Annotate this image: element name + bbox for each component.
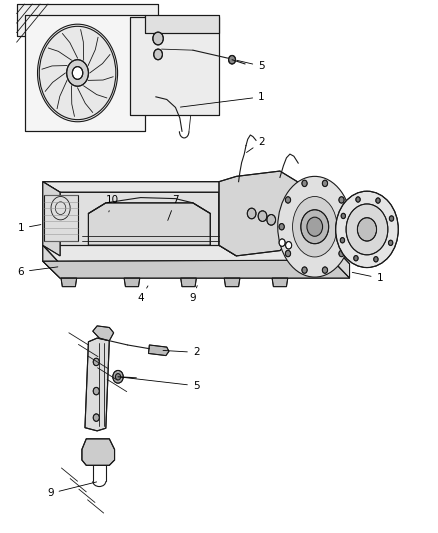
Circle shape [279, 239, 285, 246]
Polygon shape [93, 326, 114, 341]
Text: 5: 5 [237, 60, 265, 71]
Circle shape [93, 414, 99, 421]
Circle shape [322, 267, 328, 273]
Circle shape [286, 197, 290, 203]
Circle shape [154, 49, 162, 60]
Text: 7: 7 [168, 195, 179, 221]
Circle shape [354, 255, 358, 261]
Circle shape [267, 215, 276, 225]
Polygon shape [43, 245, 60, 278]
Text: 9: 9 [190, 286, 197, 303]
Polygon shape [82, 439, 115, 465]
Polygon shape [224, 278, 240, 287]
Circle shape [339, 197, 344, 203]
Circle shape [279, 223, 284, 230]
Text: 9: 9 [47, 482, 97, 498]
Circle shape [286, 241, 292, 249]
Text: 1: 1 [352, 272, 383, 283]
Text: 4: 4 [138, 286, 148, 303]
Circle shape [258, 211, 267, 221]
Circle shape [302, 267, 307, 273]
Ellipse shape [293, 197, 337, 257]
Circle shape [322, 180, 328, 187]
Circle shape [374, 256, 378, 262]
Polygon shape [130, 17, 219, 115]
Polygon shape [85, 338, 110, 431]
Polygon shape [332, 245, 350, 278]
Polygon shape [43, 245, 350, 264]
Circle shape [340, 238, 345, 243]
Circle shape [302, 180, 307, 187]
Text: 2: 2 [247, 137, 265, 152]
Polygon shape [88, 203, 210, 245]
Polygon shape [44, 195, 78, 241]
Circle shape [286, 251, 290, 257]
Circle shape [229, 55, 236, 64]
Text: 10: 10 [106, 195, 119, 212]
Polygon shape [272, 278, 288, 287]
Circle shape [339, 251, 344, 257]
Polygon shape [148, 345, 169, 356]
Circle shape [346, 204, 388, 255]
Text: 1: 1 [18, 223, 41, 233]
Circle shape [38, 24, 117, 122]
Polygon shape [181, 278, 196, 287]
Polygon shape [25, 14, 145, 131]
Circle shape [389, 216, 394, 221]
Circle shape [72, 67, 83, 79]
Circle shape [345, 223, 350, 230]
Circle shape [67, 60, 88, 86]
Polygon shape [219, 182, 237, 256]
Text: 2: 2 [163, 348, 200, 358]
Circle shape [116, 374, 120, 380]
Circle shape [336, 191, 398, 268]
Polygon shape [43, 182, 60, 256]
Circle shape [357, 217, 377, 241]
Circle shape [153, 32, 163, 45]
Text: 5: 5 [121, 377, 200, 391]
Circle shape [341, 213, 346, 219]
Circle shape [93, 358, 99, 366]
Text: 6: 6 [18, 267, 58, 277]
Polygon shape [43, 260, 350, 278]
Circle shape [356, 197, 360, 202]
Circle shape [301, 210, 328, 244]
Circle shape [247, 208, 256, 219]
Circle shape [389, 240, 393, 246]
Ellipse shape [278, 176, 352, 277]
Polygon shape [124, 278, 140, 287]
Polygon shape [43, 182, 219, 245]
Circle shape [307, 217, 322, 236]
Polygon shape [43, 182, 237, 192]
Circle shape [93, 387, 99, 395]
Text: 1: 1 [180, 92, 265, 107]
Polygon shape [219, 171, 297, 256]
Circle shape [376, 198, 380, 203]
Polygon shape [17, 4, 158, 36]
Polygon shape [61, 278, 77, 287]
Circle shape [113, 370, 123, 383]
Polygon shape [145, 14, 219, 33]
